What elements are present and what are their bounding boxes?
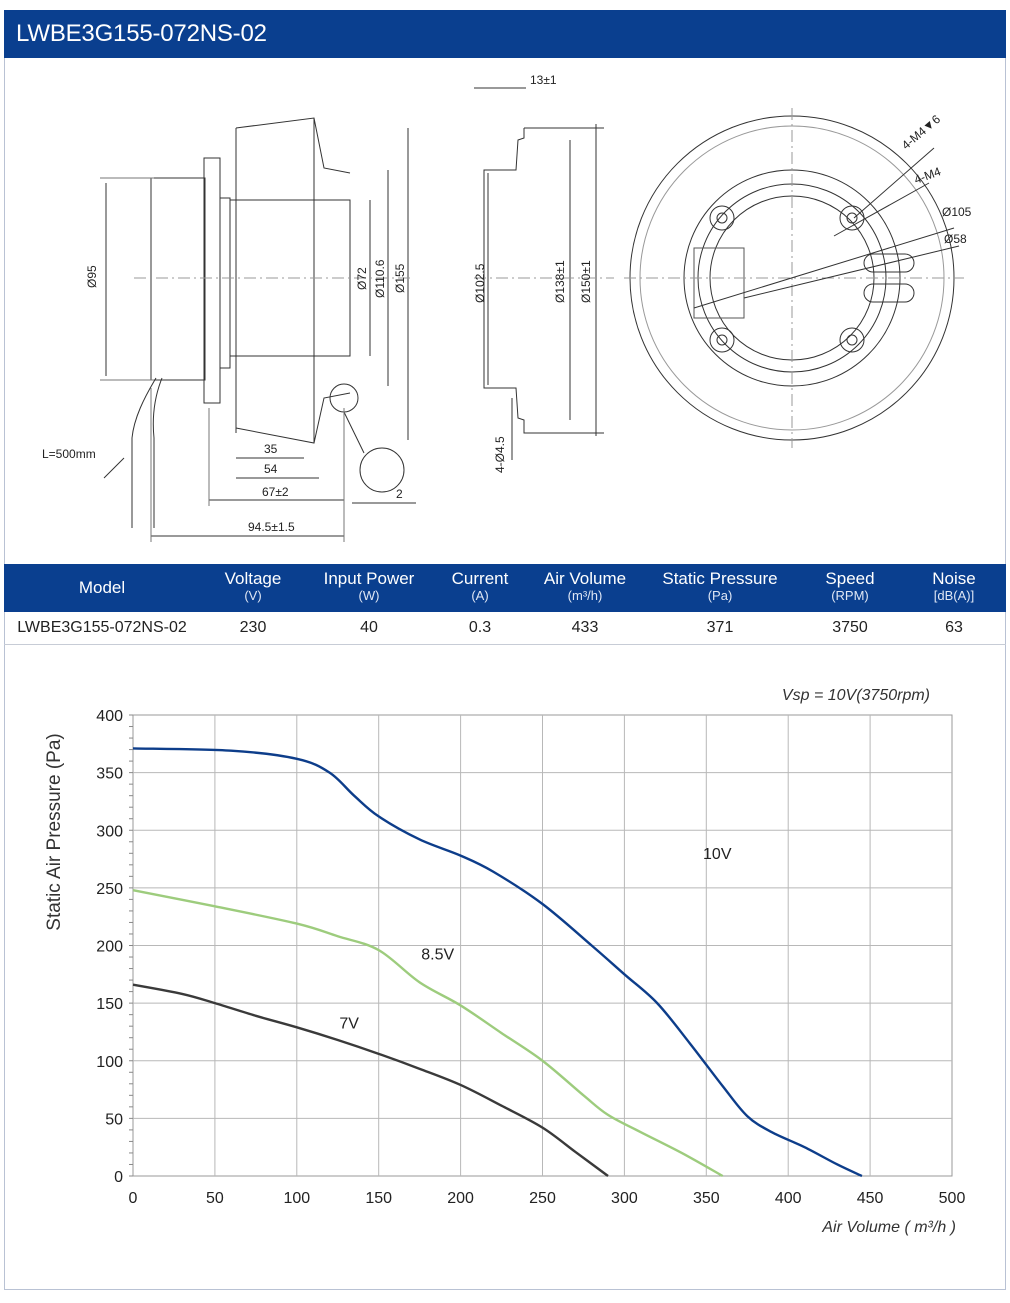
cell-model: LWBE3G155-072NS-02 [17, 619, 187, 636]
dim-2: 2 [396, 487, 403, 501]
cell-input-power: 40 [360, 619, 378, 636]
dim-d95: Ø95 [85, 265, 99, 288]
dim-d110: Ø110.6 [373, 259, 387, 298]
dimension-drawing: L=500mm Ø95 Ø72 Ø110.6 Ø155 35 54 67±2 9… [42, 73, 972, 542]
header-model: Model [78, 578, 126, 597]
dim-d105: Ø105 [942, 205, 972, 219]
header-noise: Noise [dB(A)] [932, 569, 976, 603]
cable-length-label: L=500mm [42, 447, 96, 461]
x-tick-label: 200 [447, 1190, 474, 1207]
dim-d138: Ø138±1 [553, 260, 567, 303]
dim-d102: Ø102.5 [473, 263, 487, 303]
y-tick-label: 150 [96, 996, 123, 1013]
dim-35: 35 [264, 442, 278, 456]
chart-axes: 0 50 100 150 200 250 300 350 400 450 500 0 50 100 150 2… [96, 708, 965, 1207]
spec-table: Model Voltage (V) Input Power (W) Current(… [4, 564, 1006, 645]
header-input-power: Input Power (W) [323, 569, 415, 603]
x-tick-label: 450 [857, 1190, 884, 1207]
dim-13: 13±1 [530, 73, 557, 87]
x-tick-label: 0 [129, 1190, 138, 1207]
y-tick-label: 200 [96, 939, 123, 956]
dim-m4v6: 4-M4▼6 [899, 112, 943, 152]
cell-static-pressure: 371 [706, 619, 734, 636]
y-tick-label: 250 [96, 881, 123, 898]
cell-noise: 63 [945, 619, 963, 636]
series-label: 8.5V [421, 946, 454, 963]
chart-series: 10V 8.5V 7V [132, 747, 863, 1178]
y-tick-label: 50 [105, 1111, 123, 1128]
header-current: Current (A) [451, 569, 509, 603]
x-tick-label: 150 [365, 1190, 392, 1207]
y-tick-label: 300 [96, 823, 123, 840]
dim-67: 67±2 [262, 485, 289, 499]
y-tick-label: 0 [114, 1169, 123, 1186]
y-tick-label: 100 [96, 1054, 123, 1071]
series-label: 7V [339, 1015, 359, 1032]
dim-d72: Ø72 [355, 267, 369, 290]
x-tick-label: 500 [939, 1190, 966, 1207]
x-tick-label: 350 [693, 1190, 720, 1207]
series-label: 10V [703, 846, 732, 863]
table-row: LWBE3G155-072NS-02 230 40 0.3 433 371 37… [4, 612, 1006, 645]
cell-current: 0.3 [468, 619, 492, 636]
dim-holes: 4-Ø4.5 [493, 436, 507, 473]
chart-title: Vsp = 10V(3750rpm) [782, 687, 930, 704]
x-axis-label: Air Volume ( m³/h ) [821, 1219, 956, 1236]
y-tick-label: 400 [96, 708, 123, 725]
cell-voltage: 230 [239, 619, 267, 636]
x-tick-label: 50 [206, 1190, 224, 1207]
dim-d150: Ø150±1 [579, 260, 593, 303]
cell-speed: 3750 [832, 619, 868, 636]
series-line-10V [132, 747, 863, 1178]
y-tick-label: 350 [96, 766, 123, 783]
chart-grid [132, 714, 953, 1177]
series-line-7V [132, 983, 609, 1177]
x-tick-label: 300 [611, 1190, 638, 1207]
y-axis-label: Static Air Pressure (Pa) [44, 733, 65, 930]
header-air-volume: Air Volume (m³/h) [543, 569, 627, 603]
x-tick-label: 400 [775, 1190, 802, 1207]
performance-chart: 0 50 100 150 200 250 300 350 400 450 500 0 50 100 150 2… [44, 687, 965, 1236]
header-static-pressure: Static Pressure (Pa) [662, 569, 778, 603]
cell-air-volume: 433 [571, 619, 599, 636]
header-speed: Speed (RPM) [825, 569, 875, 603]
series-line-8-5V [132, 889, 724, 1178]
title-bar: LWBE3G155-072NS-02 [4, 10, 1006, 58]
x-tick-label: 250 [529, 1190, 556, 1207]
header-voltage: Voltage (V) [224, 569, 282, 603]
spec-table-header: Model Voltage (V) Input Power (W) Current(… [4, 564, 1006, 612]
dim-54: 54 [264, 462, 278, 476]
dim-d58: Ø58 [944, 232, 967, 246]
dim-d155: Ø155 [393, 263, 407, 293]
dim-94: 94.5±1.5 [248, 520, 295, 534]
x-tick-label: 100 [283, 1190, 310, 1207]
page-title: LWBE3G155-072NS-02 [16, 20, 267, 47]
